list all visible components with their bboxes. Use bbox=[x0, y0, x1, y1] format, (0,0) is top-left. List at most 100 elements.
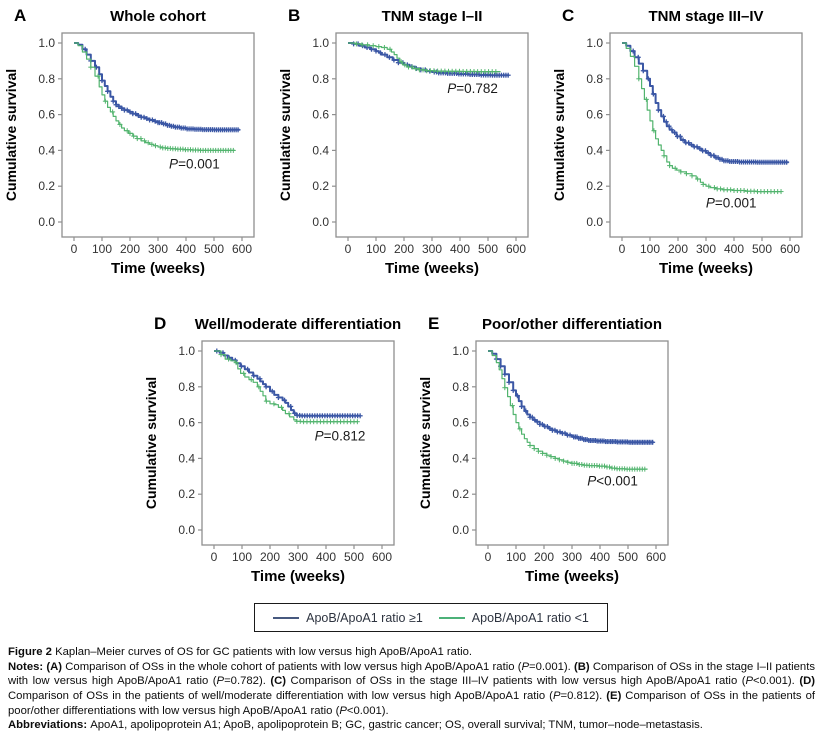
censor-marks-low bbox=[502, 385, 648, 472]
x-tick-label: 400 bbox=[590, 550, 610, 564]
y-tick-label: 1.0 bbox=[312, 36, 329, 50]
x-tick-label: 300 bbox=[562, 550, 582, 564]
censor-marks-low bbox=[218, 352, 360, 425]
y-tick-label: 0.8 bbox=[452, 380, 469, 394]
y-tick-label: 0.0 bbox=[586, 215, 603, 229]
x-tick-label: 0 bbox=[485, 550, 492, 564]
y-tick-label: 0.4 bbox=[586, 143, 603, 157]
km-curve-high-ratio bbox=[488, 350, 654, 444]
legend-line-low bbox=[438, 616, 465, 619]
legend-entry-high: ApoB/ApoA1 ratio ≥1 bbox=[273, 611, 423, 625]
y-tick-label: 0.6 bbox=[38, 108, 55, 122]
p-value-label: P=0.812 bbox=[315, 429, 366, 444]
x-tick-label: 200 bbox=[260, 550, 280, 564]
x-axis-label: Time (weeks) bbox=[385, 260, 479, 277]
x-tick-label: 100 bbox=[366, 242, 386, 256]
plot-frame bbox=[335, 32, 529, 238]
caption-segment: <0.001). bbox=[753, 675, 800, 688]
y-tick-label: 0.0 bbox=[38, 215, 55, 229]
km-panel-e: E Poor/other differentiation 0.0 0.2 0.4 0.6 0… bbox=[417, 314, 669, 585]
x-tick-label: 500 bbox=[478, 242, 498, 256]
x-tick-label: 500 bbox=[618, 550, 638, 564]
y-axis-label: Cumulative survival bbox=[277, 69, 293, 201]
x-tick-label: 200 bbox=[120, 242, 140, 256]
panel-title: TNM stage I–II bbox=[382, 8, 483, 25]
x-tick-label: 600 bbox=[780, 242, 800, 256]
censor-marks-high bbox=[214, 348, 363, 419]
x-tick-label: 500 bbox=[752, 242, 772, 256]
y-axis-label: Cumulative survival bbox=[417, 377, 433, 509]
y-axis-label: Cumulative survival bbox=[3, 69, 19, 201]
p-value-label: P<0.001 bbox=[587, 473, 638, 488]
y-tick-label: 0.0 bbox=[452, 523, 469, 537]
caption-figure-line: Figure 2 Kaplan–Meier curves of OS for G… bbox=[8, 645, 815, 660]
caption-segment: Abbreviations: bbox=[8, 719, 91, 732]
censor-marks-high bbox=[493, 356, 656, 445]
y-tick-label: 0.4 bbox=[178, 451, 195, 465]
panel-letter: A bbox=[14, 6, 26, 25]
panel-letter: E bbox=[428, 314, 439, 333]
legend-label: ApoB/ApoA1 ratio <1 bbox=[471, 610, 589, 625]
p-value-label: P=0.782 bbox=[447, 81, 498, 96]
y-tick-label: 1.0 bbox=[38, 36, 55, 50]
y-tick-label: 0.4 bbox=[452, 451, 469, 465]
y-tick-label: 0.4 bbox=[38, 143, 55, 157]
panel-title: Whole cohort bbox=[110, 8, 206, 25]
censor-marks-high bbox=[351, 41, 511, 78]
caption-segment: =0.001). bbox=[529, 660, 574, 673]
panel-row-bottom: D Well/moderate differentiation 0.0 0.2 0.4 0… bbox=[140, 308, 823, 600]
km-curve-low-ratio bbox=[488, 350, 648, 470]
x-tick-label: 600 bbox=[232, 242, 252, 256]
caption-segment: Comparison of OSs in the patients of wel… bbox=[8, 690, 553, 703]
y-tick-label: 0.4 bbox=[312, 143, 329, 157]
km-curve-low-ratio bbox=[74, 42, 235, 151]
x-tick-label: 200 bbox=[534, 550, 554, 564]
y-tick-label: 0.8 bbox=[38, 72, 55, 86]
caption-segment: Kaplan–Meier curves of OS for GC patient… bbox=[55, 646, 473, 658]
x-tick-label: 200 bbox=[668, 242, 688, 256]
y-tick-label: 1.0 bbox=[452, 344, 469, 358]
legend-label: ApoB/ApoA1 ratio ≥1 bbox=[306, 610, 423, 625]
caption-segment: (A) bbox=[46, 660, 63, 673]
y-tick-label: 0.8 bbox=[586, 72, 603, 86]
x-tick-label: 400 bbox=[176, 242, 196, 256]
x-tick-label: 200 bbox=[394, 242, 414, 256]
panel-row-top: A Whole cohort 0.0 0.2 0.4 0.6 0.8 1.0 0 100 200 30… bbox=[0, 0, 823, 292]
km-panel-a: A Whole cohort 0.0 0.2 0.4 0.6 0.8 1.0 0 100 200 30… bbox=[3, 6, 255, 277]
y-tick-label: 0.6 bbox=[586, 108, 603, 122]
caption-segment: ApoA1, apolipoprotein A1; ApoB, apolipop… bbox=[90, 719, 703, 732]
panel-title: Poor/other differentiation bbox=[482, 316, 662, 333]
x-tick-label: 400 bbox=[450, 242, 470, 256]
km-curve-low-ratio bbox=[622, 42, 782, 193]
caption-notes: Notes: (A) Comparison of OSs in the whol… bbox=[8, 660, 815, 719]
caption-segment: Notes: bbox=[8, 660, 47, 673]
x-tick-label: 400 bbox=[724, 242, 744, 256]
panel-title: Well/moderate differentiation bbox=[195, 316, 401, 333]
x-axis-label: Time (weeks) bbox=[111, 260, 205, 277]
panel-title: TNM stage III–IV bbox=[648, 8, 763, 25]
panel-letter: D bbox=[154, 314, 166, 333]
caption-segment: (E) bbox=[606, 690, 622, 703]
y-tick-label: 0.0 bbox=[178, 523, 195, 537]
x-tick-label: 100 bbox=[640, 242, 660, 256]
x-axis-label: Time (weeks) bbox=[659, 260, 753, 277]
x-tick-label: 100 bbox=[92, 242, 112, 256]
caption-segment: =0.812). bbox=[560, 690, 607, 703]
caption-segment: (D) bbox=[799, 675, 816, 688]
censor-marks-low bbox=[353, 41, 499, 75]
y-axis-label: Cumulative survival bbox=[143, 377, 159, 509]
p-value-label: P=0.001 bbox=[706, 196, 757, 211]
caption-segment: Comparison of OSs in the stage III–IV pa… bbox=[286, 675, 746, 688]
y-tick-label: 0.2 bbox=[452, 487, 469, 501]
x-tick-label: 300 bbox=[148, 242, 168, 256]
p-value-label: P=0.001 bbox=[169, 156, 220, 171]
caption-segment: <0.001). bbox=[346, 704, 389, 717]
km-panel-d: D Well/moderate differentiation 0.0 0.2 0.4 0… bbox=[143, 314, 401, 585]
y-tick-label: 0.2 bbox=[38, 179, 55, 193]
x-tick-label: 600 bbox=[646, 550, 666, 564]
x-tick-label: 0 bbox=[71, 242, 78, 256]
caption-segment: P bbox=[552, 690, 561, 703]
x-tick-label: 600 bbox=[506, 242, 526, 256]
x-axis-label: Time (weeks) bbox=[525, 568, 619, 585]
caption-segment: Comparison of OSs in the stage I–II pati… bbox=[8, 660, 816, 688]
